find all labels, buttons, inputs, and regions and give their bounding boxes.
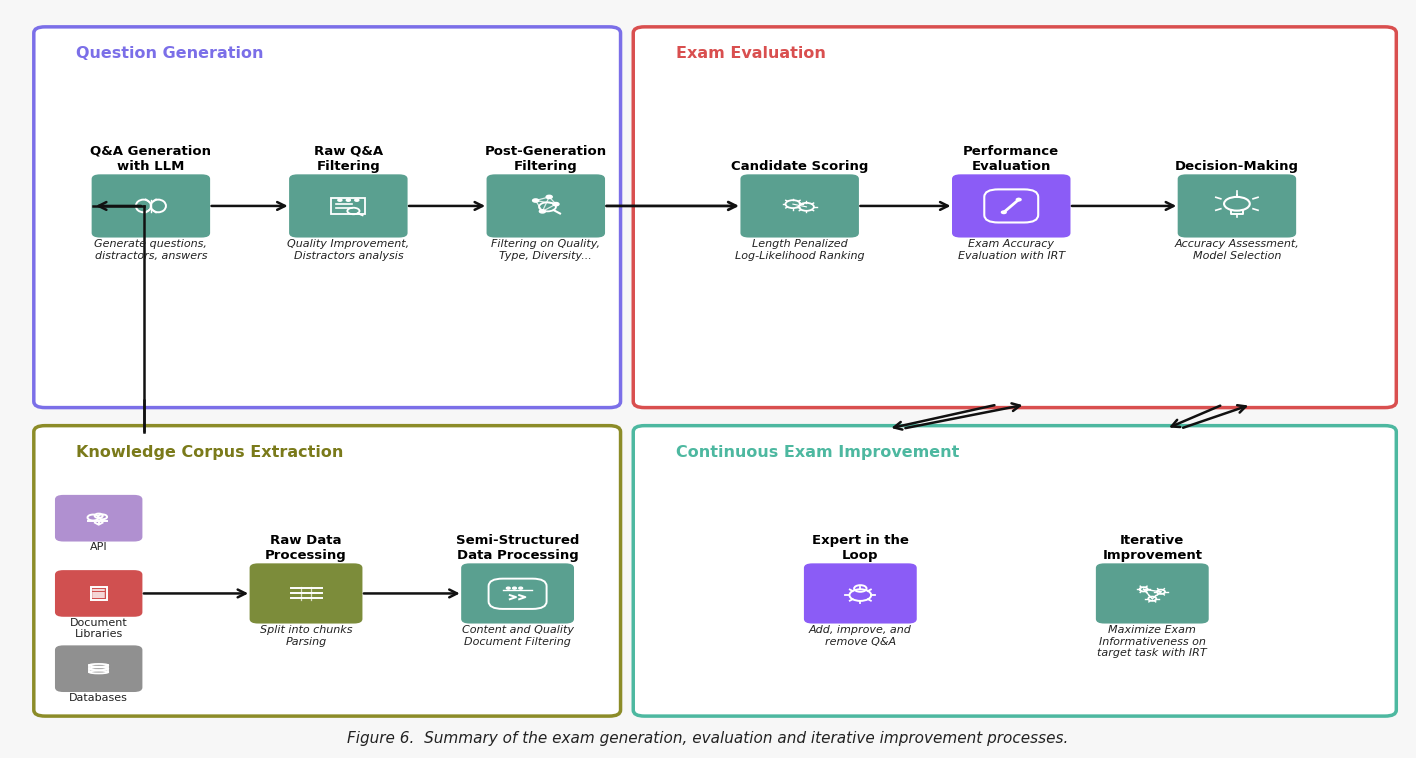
FancyBboxPatch shape [55,570,143,617]
FancyBboxPatch shape [249,563,362,624]
Text: Expert in the
Loop: Expert in the Loop [811,534,909,562]
Text: Length Penalized
Log-Likelihood Ranking: Length Penalized Log-Likelihood Ranking [735,239,865,261]
Circle shape [347,199,350,201]
Text: Candidate Scoring: Candidate Scoring [731,160,868,173]
Text: Decision-Making: Decision-Making [1175,160,1298,173]
Text: Generate questions,
distractors, answers: Generate questions, distractors, answers [95,239,207,261]
FancyBboxPatch shape [741,174,860,237]
Circle shape [552,202,559,205]
Text: API: API [89,542,108,553]
Text: Add, improve, and
remove Q&A: Add, improve, and remove Q&A [809,625,912,647]
Circle shape [513,587,517,589]
Circle shape [1001,211,1007,214]
Text: Databases: Databases [69,693,127,703]
Text: Content and Quality
Document Filtering: Content and Quality Document Filtering [462,625,573,647]
FancyBboxPatch shape [55,495,143,541]
FancyBboxPatch shape [34,426,620,716]
FancyBboxPatch shape [487,174,605,237]
Circle shape [338,199,341,201]
Text: Exam Evaluation: Exam Evaluation [675,46,826,61]
Text: Maximize Exam
Informativeness on
target task with IRT: Maximize Exam Informativeness on target … [1097,625,1206,658]
Text: Raw Data
Processing: Raw Data Processing [265,534,347,562]
FancyBboxPatch shape [55,645,143,692]
Text: Continuous Exam Improvement: Continuous Exam Improvement [675,445,959,460]
Text: Figure 6.  Summary of the exam generation, evaluation and iterative improvement : Figure 6. Summary of the exam generation… [347,731,1069,746]
Text: Raw Q&A
Filtering: Raw Q&A Filtering [314,145,382,173]
Circle shape [547,196,552,199]
FancyBboxPatch shape [633,27,1396,408]
Text: Post-Generation
Filtering: Post-Generation Filtering [484,145,607,173]
Circle shape [1017,199,1021,201]
Text: Document
Libraries: Document Libraries [69,618,127,639]
Text: Accuracy Assessment,
Model Selection: Accuracy Assessment, Model Selection [1174,239,1300,261]
Circle shape [518,587,523,589]
Circle shape [539,210,545,213]
Text: Q&A Generation
with LLM: Q&A Generation with LLM [91,145,211,173]
Text: Split into chunks
Parsing: Split into chunks Parsing [259,625,353,647]
Text: Quality Improvement,
Distractors analysis: Quality Improvement, Distractors analysi… [287,239,409,261]
Text: Exam Accuracy
Evaluation with IRT: Exam Accuracy Evaluation with IRT [957,239,1065,261]
Circle shape [507,587,510,589]
Text: Semi-Structured
Data Processing: Semi-Structured Data Processing [456,534,579,562]
FancyBboxPatch shape [952,174,1070,237]
FancyBboxPatch shape [92,174,210,237]
FancyBboxPatch shape [462,563,573,624]
FancyBboxPatch shape [633,426,1396,716]
Text: Question Generation: Question Generation [76,46,263,61]
Text: Iterative
Improvement: Iterative Improvement [1102,534,1202,562]
FancyBboxPatch shape [289,174,408,237]
Text: Filtering on Quality,
Type, Diversity...: Filtering on Quality, Type, Diversity... [491,239,600,261]
FancyBboxPatch shape [804,563,916,624]
FancyBboxPatch shape [1096,563,1209,624]
FancyBboxPatch shape [34,27,620,408]
Circle shape [355,199,358,201]
Text: Knowledge Corpus Extraction: Knowledge Corpus Extraction [76,445,344,460]
FancyBboxPatch shape [1178,174,1296,237]
Text: Performance
Evaluation: Performance Evaluation [963,145,1059,173]
Circle shape [532,199,538,202]
